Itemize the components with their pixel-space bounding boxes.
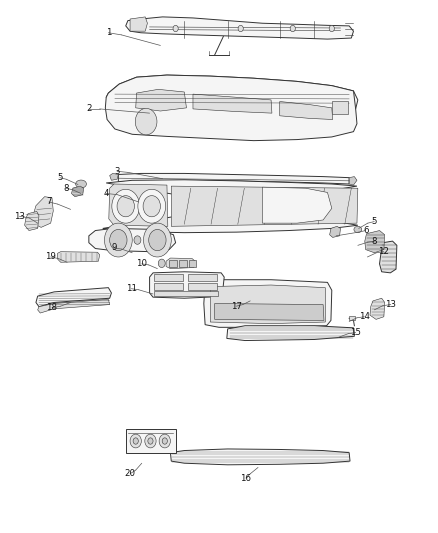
Polygon shape bbox=[71, 186, 84, 197]
Polygon shape bbox=[204, 280, 332, 327]
Text: 7: 7 bbox=[46, 198, 52, 206]
Polygon shape bbox=[330, 227, 340, 237]
Circle shape bbox=[144, 223, 171, 257]
Polygon shape bbox=[25, 212, 39, 231]
Bar bbox=[179, 260, 187, 267]
Bar bbox=[188, 284, 217, 290]
Polygon shape bbox=[110, 173, 118, 180]
Polygon shape bbox=[215, 303, 324, 320]
Circle shape bbox=[145, 434, 156, 448]
Circle shape bbox=[159, 434, 170, 448]
Bar bbox=[169, 260, 177, 267]
Text: 8: 8 bbox=[64, 184, 69, 193]
Circle shape bbox=[173, 26, 178, 31]
Polygon shape bbox=[210, 285, 325, 324]
Circle shape bbox=[133, 438, 138, 444]
Circle shape bbox=[117, 196, 134, 217]
Polygon shape bbox=[89, 229, 176, 252]
Text: 4: 4 bbox=[103, 189, 109, 198]
Text: 5: 5 bbox=[371, 217, 377, 226]
Text: 15: 15 bbox=[350, 328, 361, 337]
Circle shape bbox=[143, 196, 160, 217]
Polygon shape bbox=[130, 17, 148, 31]
Text: 17: 17 bbox=[231, 302, 242, 311]
Bar bbox=[332, 101, 348, 114]
Bar bbox=[126, 429, 176, 453]
Circle shape bbox=[105, 223, 132, 257]
Polygon shape bbox=[136, 90, 187, 111]
Text: 12: 12 bbox=[378, 247, 389, 256]
Circle shape bbox=[329, 26, 334, 31]
Text: 20: 20 bbox=[124, 469, 136, 478]
Polygon shape bbox=[38, 300, 110, 313]
Polygon shape bbox=[58, 252, 100, 262]
Text: 8: 8 bbox=[371, 237, 377, 246]
Text: 16: 16 bbox=[240, 473, 251, 482]
Text: 2: 2 bbox=[86, 104, 92, 114]
Polygon shape bbox=[370, 298, 385, 319]
Text: 14: 14 bbox=[359, 312, 370, 321]
Ellipse shape bbox=[354, 227, 362, 233]
Polygon shape bbox=[118, 173, 349, 184]
Polygon shape bbox=[280, 101, 333, 119]
Polygon shape bbox=[379, 241, 397, 273]
Bar bbox=[188, 274, 217, 281]
Polygon shape bbox=[126, 17, 353, 39]
Polygon shape bbox=[150, 272, 224, 298]
Circle shape bbox=[112, 189, 140, 223]
Polygon shape bbox=[193, 94, 272, 113]
Polygon shape bbox=[365, 231, 385, 253]
Polygon shape bbox=[171, 186, 358, 227]
Polygon shape bbox=[33, 197, 53, 228]
Bar bbox=[154, 291, 218, 296]
Text: 10: 10 bbox=[136, 260, 147, 268]
Polygon shape bbox=[106, 75, 358, 113]
Text: 13: 13 bbox=[385, 300, 396, 309]
Bar bbox=[189, 260, 196, 267]
Circle shape bbox=[134, 236, 141, 244]
Polygon shape bbox=[105, 75, 357, 141]
Circle shape bbox=[110, 230, 127, 251]
Circle shape bbox=[148, 438, 153, 444]
Polygon shape bbox=[227, 326, 354, 341]
Polygon shape bbox=[103, 180, 358, 233]
Text: 19: 19 bbox=[45, 253, 56, 262]
Text: 5: 5 bbox=[57, 173, 63, 182]
Circle shape bbox=[162, 438, 167, 444]
Circle shape bbox=[158, 259, 165, 268]
Circle shape bbox=[290, 26, 295, 31]
Text: 6: 6 bbox=[363, 226, 368, 235]
Polygon shape bbox=[262, 187, 332, 223]
Text: 3: 3 bbox=[114, 167, 120, 176]
Polygon shape bbox=[349, 176, 357, 185]
Bar bbox=[154, 284, 184, 290]
Circle shape bbox=[130, 434, 141, 448]
Circle shape bbox=[135, 108, 157, 135]
Text: 1: 1 bbox=[106, 28, 111, 37]
Ellipse shape bbox=[76, 180, 86, 188]
Polygon shape bbox=[170, 449, 350, 465]
Text: 13: 13 bbox=[14, 212, 25, 221]
Circle shape bbox=[238, 26, 243, 31]
Circle shape bbox=[149, 230, 166, 251]
Polygon shape bbox=[109, 184, 168, 227]
Bar bbox=[349, 316, 355, 320]
Text: 11: 11 bbox=[126, 284, 137, 293]
Polygon shape bbox=[36, 288, 111, 306]
Text: 9: 9 bbox=[111, 244, 117, 253]
Bar bbox=[154, 274, 184, 281]
Text: 18: 18 bbox=[46, 303, 57, 312]
Circle shape bbox=[138, 189, 166, 223]
Polygon shape bbox=[166, 258, 195, 269]
